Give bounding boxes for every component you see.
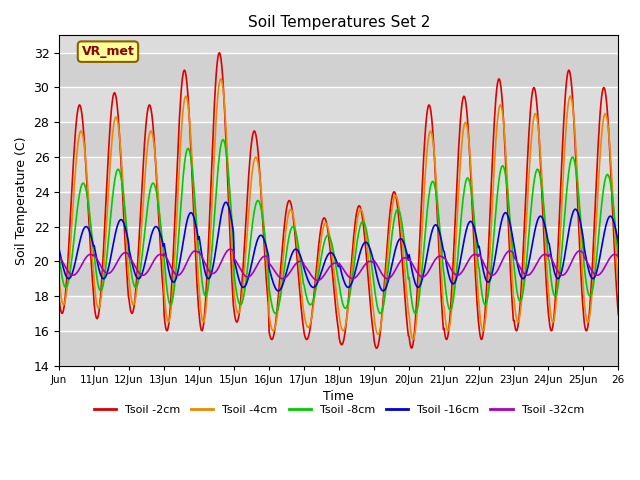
Line: Tsoil -4cm: Tsoil -4cm [59,79,618,339]
Tsoil -16cm [614,240,622,246]
Tsoil -2cm [429,134,437,140]
Tsoil -16cm [225,203,232,209]
Tsoil -32cm [429,260,437,266]
Tsoil -32cm [227,246,234,252]
Bar [59,53,618,87]
Tsoil -2cm [55,297,63,302]
Tsoil -8cm [398,220,406,226]
Tsoil -4cm [409,336,417,342]
Tsoil -8cm [614,256,622,262]
Tsoil -2cm [614,312,622,317]
Bar [59,296,618,331]
Tsoil -16cm [398,237,406,242]
Tsoil -32cm [314,277,322,283]
Tsoil -16cm [222,199,230,205]
Tsoil -4cm [225,171,232,177]
Tsoil -8cm [225,170,232,176]
Tsoil -16cm [121,223,129,229]
Tsoil -4cm [429,140,437,145]
Title: Soil Temperatures Set 2: Soil Temperatures Set 2 [248,15,430,30]
Tsoil -8cm [252,201,260,206]
Y-axis label: Soil Temperature (C): Soil Temperature (C) [15,136,28,265]
Tsoil -16cm [252,241,260,247]
Bar [59,331,618,366]
Bar [59,227,618,261]
Tsoil -4cm [273,313,281,319]
Line: Tsoil -16cm: Tsoil -16cm [59,202,618,291]
Tsoil -16cm [273,288,281,293]
Tsoil -16cm [55,246,63,252]
Tsoil -32cm [614,253,622,259]
Tsoil -2cm [121,234,129,240]
Tsoil -32cm [273,272,281,277]
Tsoil -16cm [275,288,282,294]
X-axis label: Time: Time [323,390,354,403]
Tsoil -4cm [121,211,129,217]
Tsoil -16cm [429,225,437,230]
Line: Tsoil -2cm: Tsoil -2cm [59,53,618,348]
Line: Tsoil -8cm: Tsoil -8cm [59,140,618,313]
Text: VR_met: VR_met [81,45,134,58]
Line: Tsoil -32cm: Tsoil -32cm [59,249,618,280]
Bar [59,261,618,296]
Tsoil -8cm [429,179,437,184]
Bar [59,192,618,227]
Tsoil -32cm [252,264,260,270]
Tsoil -4cm [397,224,405,230]
Tsoil -2cm [372,345,380,351]
Tsoil -32cm [398,257,406,263]
Tsoil -2cm [252,132,260,138]
Tsoil -4cm [217,76,225,82]
Bar [59,122,618,157]
Tsoil -4cm [614,289,622,295]
Tsoil -32cm [55,253,63,259]
Tsoil -4cm [252,154,260,160]
Bar [59,87,618,122]
Tsoil -8cm [220,137,227,143]
Tsoil -8cm [274,306,282,312]
Tsoil -2cm [225,194,232,200]
Tsoil -8cm [272,311,280,316]
Tsoil -8cm [121,205,129,211]
Tsoil -2cm [216,50,223,56]
Tsoil -8cm [55,252,63,258]
Tsoil -32cm [121,250,129,255]
Bar [59,157,618,192]
Tsoil -2cm [398,253,406,259]
Tsoil -2cm [273,307,281,312]
Tsoil -32cm [224,248,232,253]
Legend: Tsoil -2cm, Tsoil -4cm, Tsoil -8cm, Tsoil -16cm, Tsoil -32cm: Tsoil -2cm, Tsoil -4cm, Tsoil -8cm, Tsoi… [89,401,588,420]
Tsoil -4cm [55,276,63,282]
